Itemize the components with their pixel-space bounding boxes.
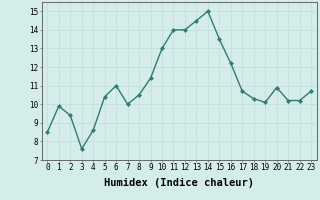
X-axis label: Humidex (Indice chaleur): Humidex (Indice chaleur)	[104, 178, 254, 188]
